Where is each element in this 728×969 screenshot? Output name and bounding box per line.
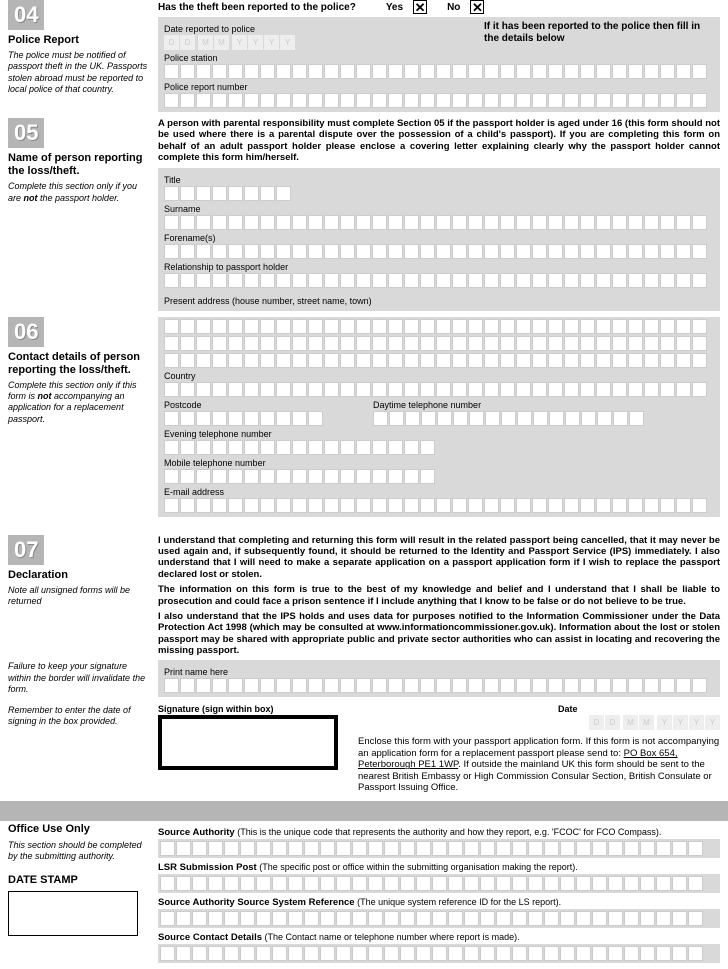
- section-04-sidebar: 04 Police Report The police must be noti…: [0, 0, 158, 114]
- section-07-title: Declaration: [8, 569, 150, 582]
- police-note-right: If it has been reported to the police th…: [484, 21, 714, 45]
- enclose-note: Enclose this form with your passport app…: [358, 736, 720, 793]
- section-04-badge: 04: [8, 0, 44, 30]
- office-title: Office Use Only: [8, 823, 150, 836]
- postcode-label: Postcode: [164, 400, 323, 410]
- section-05-sidebar: 05 Name of person reporting the loss/the…: [0, 118, 158, 313]
- forenames-label: Forename(s): [164, 233, 714, 243]
- section-07-content: I understand that completing and returni…: [158, 535, 728, 798]
- section-06-content: Country Postcode Daytime telephone numbe…: [158, 317, 728, 519]
- relationship-label: Relationship to passport holder: [164, 262, 714, 272]
- section-07-note2: Failure to keep your signature within th…: [8, 661, 150, 695]
- office-content: Source Authority (This is the unique cod…: [158, 823, 728, 965]
- country-label: Country: [164, 371, 714, 381]
- no-label: No: [447, 2, 460, 13]
- print-name-cells[interactable]: [164, 678, 714, 693]
- mobile-cells[interactable]: [164, 469, 714, 484]
- section-05-badge: 05: [8, 118, 44, 148]
- police-report-label: Police report number: [164, 82, 714, 92]
- declaration-p2: The information on this form is true to …: [158, 584, 720, 607]
- signature-label: Signature (sign within box): [158, 704, 338, 714]
- relationship-cells[interactable]: [164, 273, 714, 288]
- yes-label: Yes: [386, 2, 403, 13]
- section-05-note: Complete this section only if you are no…: [8, 181, 150, 204]
- section-06-title: Contact details of person reporting the …: [8, 351, 150, 377]
- section-05-fields: Title Surname Forename(s) Relationship t…: [158, 168, 720, 311]
- police-station-label: Police station: [164, 53, 714, 63]
- police-question-text: Has the theft been reported to the polic…: [158, 2, 356, 13]
- office-note: This section should be completed by the …: [8, 840, 150, 863]
- source-ref-label: Source Authority Source System Reference…: [158, 897, 720, 908]
- signature-box[interactable]: [158, 715, 338, 770]
- title-cells[interactable]: [164, 186, 714, 201]
- source-authority-label: Source Authority (This is the unique cod…: [158, 827, 720, 838]
- surname-label: Surname: [164, 204, 714, 214]
- divider-bar: [0, 801, 728, 821]
- address-row1-cells[interactable]: [164, 319, 714, 334]
- source-contact-label: Source Contact Details (The Contact name…: [158, 932, 720, 943]
- source-contact-cells[interactable]: [160, 946, 718, 961]
- declaration-p3: I also understand that the IPS holds and…: [158, 611, 720, 657]
- section-07-note3: Remember to enter the date of signing in…: [8, 705, 150, 728]
- address-row2-cells[interactable]: [164, 336, 714, 351]
- evening-label: Evening telephone number: [164, 429, 714, 439]
- date-label: Date: [558, 704, 720, 714]
- daytime-label: Daytime telephone number: [373, 400, 714, 410]
- section-07-badge: 07: [8, 535, 44, 565]
- section-05-intro: A person with parental responsibility mu…: [158, 118, 720, 164]
- address-row3-cells[interactable]: [164, 353, 714, 368]
- surname-cells[interactable]: [164, 215, 714, 230]
- source-authority-cells[interactable]: [160, 841, 718, 856]
- office-sidebar: Office Use Only This section should be c…: [0, 823, 158, 965]
- date-stamp-label: DATE STAMP: [8, 874, 150, 887]
- section-05-title: Name of person reporting the loss/theft.: [8, 152, 150, 178]
- address-label: Present address (house number, street na…: [164, 296, 714, 306]
- print-name-block: Print name here: [158, 660, 720, 697]
- date-reported-label: Date reported to police: [164, 24, 295, 34]
- evening-cells[interactable]: [164, 440, 714, 455]
- section-04-content: Has the theft been reported to the polic…: [158, 0, 728, 114]
- email-cells[interactable]: [164, 498, 714, 513]
- signature-date-cells[interactable]: DDMMYYYY: [589, 715, 720, 730]
- section-06-number: 06: [14, 319, 38, 344]
- section-04-note: The police must be notified of passport …: [8, 50, 150, 95]
- section-office: Office Use Only This section should be c…: [0, 823, 728, 965]
- police-report-cells[interactable]: [164, 93, 714, 108]
- section-06-note: Complete this section only if this form …: [8, 380, 150, 425]
- section-06-fields: Country Postcode Daytime telephone numbe…: [158, 317, 720, 517]
- section-05-content: A person with parental responsibility mu…: [158, 118, 728, 313]
- section-07: 07 Declaration Note all unsigned forms w…: [0, 535, 728, 798]
- section-07-number: 07: [14, 537, 38, 562]
- forenames-cells[interactable]: [164, 244, 714, 259]
- title-label: Title: [164, 175, 714, 185]
- section-06-badge: 06: [8, 317, 44, 347]
- section-04-number: 04: [14, 2, 38, 27]
- police-question-row: Has the theft been reported to the polic…: [158, 0, 720, 14]
- lsr-post-cells[interactable]: [160, 876, 718, 891]
- date-stamp-box[interactable]: [8, 891, 138, 936]
- police-station-cells[interactable]: [164, 64, 714, 79]
- section-04: 04 Police Report The police must be noti…: [0, 0, 728, 114]
- postcode-cells[interactable]: [164, 411, 323, 426]
- source-ref-cells[interactable]: [160, 911, 718, 926]
- police-details-block: Date reported to police DDMMYYYY If it h…: [158, 17, 720, 112]
- section-05-number: 05: [14, 120, 38, 145]
- no-checkbox[interactable]: ✕: [470, 0, 484, 14]
- date-reported-cells[interactable]: DDMMYYYY: [164, 35, 295, 50]
- country-cells[interactable]: [164, 382, 714, 397]
- section-07-sidebar: 07 Declaration Note all unsigned forms w…: [0, 535, 158, 798]
- email-label: E-mail address: [164, 487, 714, 497]
- print-name-label: Print name here: [164, 667, 714, 677]
- lsr-post-label: LSR Submission Post (The specific post o…: [158, 862, 720, 873]
- section-07-note1: Note all unsigned forms will be returned: [8, 585, 150, 608]
- declaration-p1: I understand that completing and returni…: [158, 535, 720, 581]
- section-05: 05 Name of person reporting the loss/the…: [0, 118, 728, 313]
- section-06-sidebar: 06 Contact details of person reporting t…: [0, 317, 158, 519]
- section-06: 06 Contact details of person reporting t…: [0, 317, 728, 519]
- daytime-cells[interactable]: [373, 411, 714, 426]
- section-04-title: Police Report: [8, 34, 150, 47]
- mobile-label: Mobile telephone number: [164, 458, 714, 468]
- yes-checkbox[interactable]: ✕: [413, 0, 427, 14]
